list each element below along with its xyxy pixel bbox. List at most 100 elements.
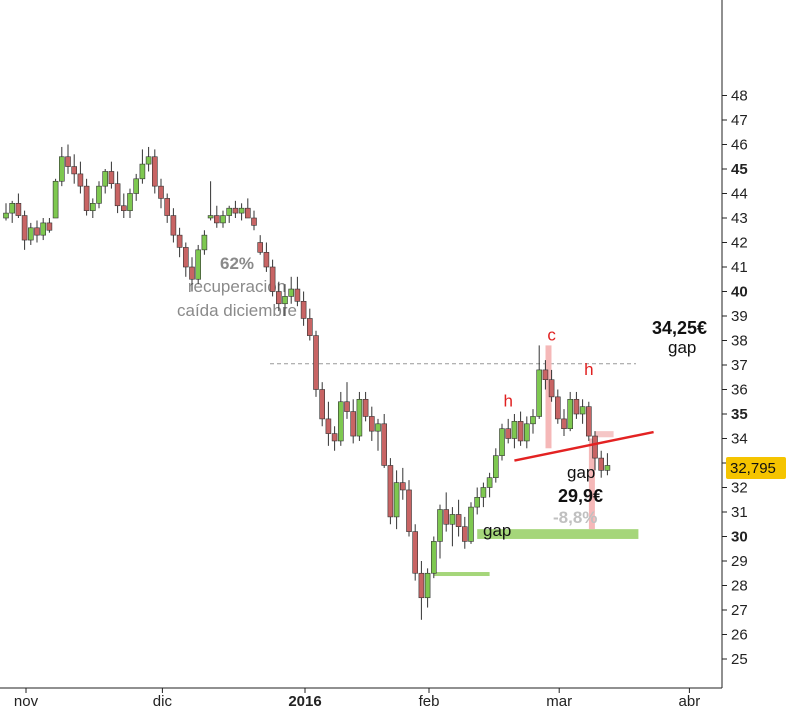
candle-body <box>344 401 350 412</box>
y-tick-label: 35 <box>731 406 748 423</box>
y-tick-label: 46 <box>731 137 748 154</box>
candle-body <box>257 242 264 253</box>
candle-body <box>399 482 406 491</box>
candle-body <box>263 252 270 268</box>
candle-body <box>468 506 474 542</box>
last-price-value: 32,795 <box>730 460 776 477</box>
candle-body <box>387 465 394 518</box>
candle-body <box>201 234 208 251</box>
candle-body <box>331 433 338 442</box>
gap-zone <box>433 572 490 577</box>
axes: 2526272829303132333435363738394041424344… <box>0 0 748 710</box>
candle-body <box>176 234 183 248</box>
target-projection-bars <box>545 345 595 530</box>
candle-body <box>393 482 400 518</box>
candle-body <box>585 406 592 437</box>
last-price-box <box>726 457 786 480</box>
y-tick-label: 45 <box>731 161 748 178</box>
y-tick-label: 31 <box>731 504 748 521</box>
candle-body <box>108 171 115 184</box>
candle-body <box>480 487 487 498</box>
candle-body <box>65 156 71 167</box>
last-price-badge: 32,795 <box>726 457 786 480</box>
candle-body <box>375 423 381 432</box>
candle-body <box>207 215 214 219</box>
target-top-label: 34,25€ <box>652 318 707 338</box>
y-tick-label: 48 <box>731 88 748 105</box>
candle-body <box>269 266 276 292</box>
candle-body <box>300 300 307 319</box>
candle-body <box>139 163 146 180</box>
candle-body <box>350 411 357 437</box>
candle-body <box>251 217 257 226</box>
neckline <box>514 430 654 462</box>
y-tick-label: 47 <box>731 112 748 129</box>
candle-body <box>443 509 450 525</box>
gap-zone <box>595 431 614 438</box>
retracement-label-line1: recuperación <box>188 277 286 296</box>
retracement-line-group: 62% recuperación caída diciembre <box>177 254 636 365</box>
candle-body <box>294 288 301 302</box>
gap-zone <box>477 529 639 539</box>
candle-body <box>282 296 288 305</box>
candle-body <box>449 514 456 525</box>
candle-body <box>548 379 555 398</box>
candle-body <box>592 435 598 459</box>
candle-body <box>542 369 549 380</box>
candle-body <box>226 207 232 216</box>
candle-body <box>313 335 319 390</box>
candle-body <box>158 185 164 199</box>
candle-body <box>579 406 586 415</box>
candle-body <box>505 428 512 439</box>
candle-body <box>554 396 561 420</box>
candle-body <box>325 418 332 434</box>
candle-body <box>455 514 462 528</box>
candle-body <box>362 398 369 417</box>
candle-body <box>133 178 139 194</box>
y-tick-label: 41 <box>731 259 748 276</box>
candle-body <box>530 416 536 425</box>
candle-body <box>412 531 419 574</box>
candle-body <box>499 428 505 456</box>
candle-body <box>195 249 201 280</box>
candle-body <box>561 418 567 429</box>
candle-body <box>319 389 326 420</box>
x-axis-ticks: nov dic 2016 feb mar abr <box>14 688 700 710</box>
y-tick-label: 42 <box>731 235 748 252</box>
y-tick-label: 38 <box>731 333 748 350</box>
candle-body <box>573 398 580 415</box>
gap-top-label: gap <box>668 338 696 357</box>
candle-body <box>34 227 40 236</box>
candle-body <box>145 156 152 165</box>
candle-body <box>15 203 22 216</box>
y-tick-label: 37 <box>731 357 748 374</box>
candle-body <box>598 457 605 471</box>
gap-low-label: gap <box>483 521 511 540</box>
candle-body <box>52 180 59 219</box>
y-tick-label: 28 <box>731 578 748 595</box>
candle-body <box>437 509 443 542</box>
candle-body <box>9 203 15 214</box>
candle-body <box>164 198 170 216</box>
y-axis-ticks: 2526272829303132333435363738394041424344… <box>722 88 748 668</box>
candle-body <box>424 572 431 599</box>
candle-body <box>306 318 313 336</box>
y-tick-label: 34 <box>731 431 748 448</box>
pct-mid-label: -8,8% <box>553 508 597 527</box>
y-tick-label: 25 <box>731 651 748 668</box>
candle-body <box>77 173 84 187</box>
y-tick-label: 40 <box>731 284 748 301</box>
candle-body <box>152 156 158 187</box>
candle-body <box>275 291 282 305</box>
candle-body <box>189 266 195 280</box>
candle-body <box>337 401 344 442</box>
candle-body <box>114 183 121 207</box>
candle-body <box>27 227 34 241</box>
candle-body <box>232 207 239 214</box>
candle-body <box>536 369 543 417</box>
target-mid-label: 29,9€ <box>558 486 603 506</box>
y-tick-label: 27 <box>731 602 748 619</box>
y-tick-label: 39 <box>731 308 748 325</box>
candle-body <box>71 166 77 175</box>
